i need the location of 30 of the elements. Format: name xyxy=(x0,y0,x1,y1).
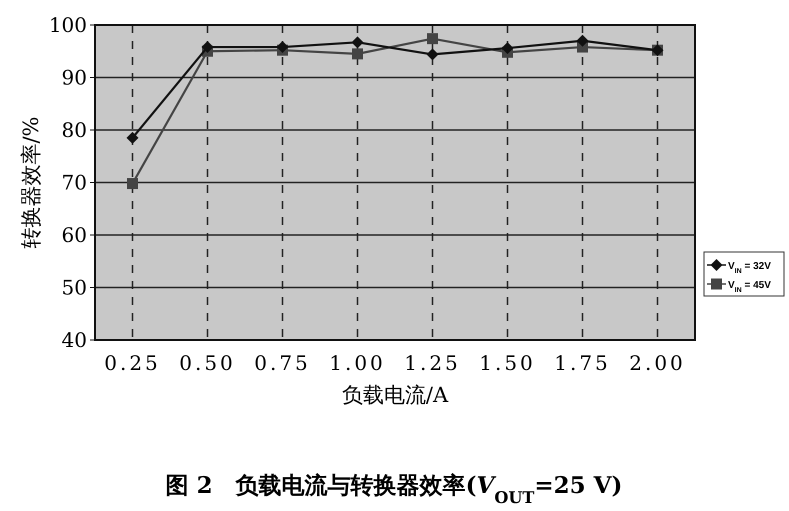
y-axis-title: 转换器效率/% xyxy=(19,116,43,249)
y-tick-label: 70 xyxy=(62,170,87,194)
x-tick-label: 0.75 xyxy=(254,351,311,375)
point xyxy=(352,36,364,48)
y-tick-label: 40 xyxy=(62,328,87,352)
point xyxy=(576,34,588,47)
x-tick-label: 0.50 xyxy=(179,351,236,375)
point xyxy=(127,178,138,190)
x-axis-title: 负载电流/A xyxy=(342,383,449,407)
x-tick-label: 0.25 xyxy=(104,351,161,375)
x-tick-label: 1.25 xyxy=(404,351,461,375)
x-tick-label: 1.75 xyxy=(554,351,611,375)
point xyxy=(427,33,438,44)
point xyxy=(126,132,138,144)
x-tick-label: 1.50 xyxy=(479,351,536,375)
point xyxy=(426,48,438,60)
x-tick-label: 1.00 xyxy=(329,351,386,375)
y-tick-label: 80 xyxy=(62,118,87,142)
point xyxy=(352,48,363,60)
y-tick-label: 50 xyxy=(62,276,87,300)
y-tick-label: 100 xyxy=(48,13,87,37)
legend-label: V$_{IN}$ = 32V xyxy=(728,261,772,274)
text: 图 2 负载电流与转换器效率(V$_{OUT}$=25 V) xyxy=(166,472,622,506)
point xyxy=(202,41,214,54)
y-tick-label: 90 xyxy=(62,66,87,90)
legend-label: V$_{IN}$ = 45V xyxy=(728,280,772,294)
x-tick-label: 2.00 xyxy=(629,351,686,375)
y-tick-label: 60 xyxy=(62,223,87,247)
point xyxy=(276,41,288,54)
point xyxy=(502,42,514,54)
